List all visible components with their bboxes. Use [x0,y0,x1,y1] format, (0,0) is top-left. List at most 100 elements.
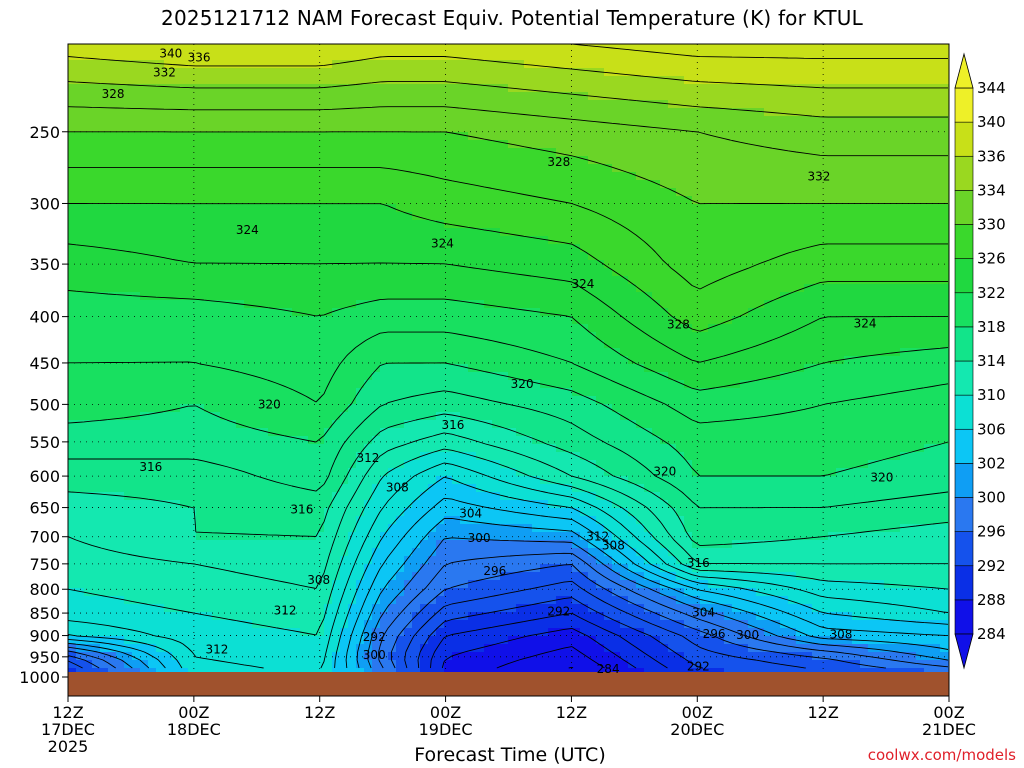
field-cell [196,300,205,309]
field-cell [76,132,85,141]
field-cell [84,436,93,445]
field-cell [508,60,517,69]
field-cell [196,500,205,509]
field-cell [260,460,269,469]
field-cell [476,100,485,109]
field-cell [404,572,413,581]
field-cell [180,276,189,285]
field-cell [284,588,293,597]
field-cell [500,596,509,605]
field-cell [500,524,509,533]
field-cell [468,44,477,53]
field-cell [300,396,309,405]
field-cell [356,300,365,309]
field-cell [100,372,109,381]
field-cell [180,140,189,149]
field-cell [468,652,477,661]
field-cell [492,388,501,397]
field-cell [428,516,437,525]
field-cell [84,636,93,645]
field-cell [556,532,565,541]
field-cell [388,668,397,672]
field-cell [140,460,149,469]
field-cell [68,220,77,229]
field-cell [460,372,469,381]
field-cell [388,188,397,197]
field-cell [92,92,101,101]
field-cell [76,44,85,53]
field-cell [300,332,309,341]
field-cell [204,540,213,549]
field-cell [228,380,237,389]
field-cell [460,500,469,509]
field-cell [220,404,229,413]
field-cell [500,124,509,133]
field-cell [252,388,261,397]
field-cell [164,196,173,205]
field-cell [100,516,109,525]
field-cell [380,340,389,349]
field-cell [340,276,349,285]
field-cell [300,204,309,213]
field-cell [460,652,469,661]
field-cell [284,484,293,493]
field-cell [548,340,557,349]
field-cell [148,388,157,397]
field-cell [220,532,229,541]
field-cell [516,268,525,277]
field-cell [412,404,421,413]
field-cell [428,404,437,413]
field-cell [84,100,93,109]
field-cell [436,108,445,117]
field-cell [244,668,253,672]
field-cell [444,356,453,365]
field-cell [572,124,581,133]
field-cell [156,316,165,325]
field-cell [324,396,333,405]
field-cell [404,300,413,309]
field-cell [548,572,557,581]
field-cell [132,612,141,621]
field-cell [476,548,485,557]
field-cell [116,148,125,157]
field-cell [276,188,285,197]
field-cell [292,476,301,485]
field-cell [420,540,429,549]
field-cell [84,252,93,261]
field-cell [508,164,517,173]
field-cell [108,292,117,301]
field-cell [260,276,269,285]
field-cell [260,500,269,509]
field-cell [260,484,269,493]
field-cell [156,244,165,253]
field-cell [108,276,117,285]
field-cell [396,196,405,205]
field-cell [156,660,165,669]
field-cell [564,396,573,405]
field-cell [364,92,373,101]
field-cell [164,100,173,109]
field-cell [436,92,445,101]
field-cell [212,196,221,205]
field-cell [404,492,413,501]
field-cell [124,68,133,77]
field-cell [348,388,357,397]
field-cell [532,164,541,173]
field-cell [420,556,429,565]
field-cell [292,92,301,101]
field-cell [108,332,117,341]
field-cell [388,212,397,221]
field-cell [140,212,149,221]
field-cell [316,628,325,637]
field-cell [236,284,245,293]
field-cell [164,324,173,333]
field-cell [244,252,253,261]
field-cell [404,484,413,493]
field-cell [564,188,573,197]
field-cell [180,244,189,253]
field-cell [532,468,541,477]
field-cell [356,444,365,453]
field-cell [404,412,413,421]
field-cell [76,604,85,613]
field-cell [180,444,189,453]
